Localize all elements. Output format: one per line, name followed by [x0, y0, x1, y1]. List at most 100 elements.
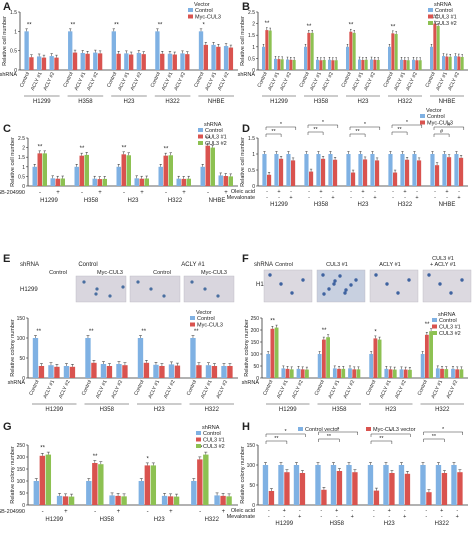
bar — [159, 366, 165, 378]
y-tick-label: 50 — [253, 364, 259, 370]
bar — [426, 492, 432, 505]
legend-swatch — [188, 8, 193, 12]
bar — [285, 368, 290, 378]
bar — [174, 365, 181, 378]
bar — [228, 47, 234, 70]
mevalonate-sign: - — [268, 514, 270, 520]
legend-swatch — [432, 331, 437, 335]
bar — [435, 165, 440, 186]
mevalonate-sign: - — [446, 195, 448, 201]
category-label: Control — [62, 71, 74, 88]
category-label: + — [56, 190, 60, 196]
bar — [173, 496, 180, 505]
bar — [451, 465, 457, 505]
cell-line-label: H1299 — [279, 407, 297, 413]
oleic-sign: - — [299, 508, 301, 514]
bar — [33, 481, 40, 505]
oleic-sign: - — [351, 508, 353, 514]
y-tick-label: 0 — [14, 68, 17, 74]
bar — [391, 33, 395, 70]
cell-line-label: NHBE — [439, 202, 456, 208]
bar — [211, 366, 218, 378]
bracket — [318, 431, 358, 435]
cell-line-label: H358 — [332, 407, 347, 413]
colony-dot — [203, 287, 207, 291]
bar — [373, 490, 380, 505]
image-sub-label: Control — [153, 270, 171, 276]
cell-line-label: H23 — [123, 99, 135, 105]
bracket-mark: * — [280, 122, 283, 128]
bar — [440, 368, 444, 378]
bar — [316, 59, 319, 70]
oleic-sign: - — [456, 508, 458, 514]
bar — [321, 158, 326, 186]
category-label: ACLY #2 — [405, 71, 419, 91]
significance-mark: ** — [206, 137, 211, 143]
bar — [56, 495, 63, 505]
colony-dot — [460, 278, 464, 282]
category-label: + — [140, 190, 144, 196]
legend-entry: Control — [427, 114, 445, 120]
category-label: ACLY #2 — [291, 379, 305, 399]
cell-line-label: H358 — [314, 202, 329, 208]
bar — [430, 154, 435, 186]
bar — [398, 465, 405, 505]
bar — [109, 495, 115, 505]
bar — [292, 60, 296, 70]
bar — [144, 465, 151, 505]
category-label: Control — [341, 71, 353, 88]
cell-line-label: H322 — [168, 198, 183, 204]
bar — [369, 354, 374, 378]
mevalonate-sign: - — [362, 195, 364, 201]
row-label: shRNA — [8, 380, 26, 386]
bar — [291, 160, 296, 186]
y-tick-label: 2 — [22, 146, 25, 152]
colony-dot — [349, 283, 353, 287]
bracket-mark: ** — [313, 127, 318, 133]
category-label: + — [117, 509, 121, 515]
bar — [403, 60, 407, 70]
category-label: ACLY #2 — [343, 379, 357, 399]
bar — [210, 147, 215, 186]
bar — [134, 178, 139, 186]
bracket-mark: ** — [397, 127, 402, 133]
bar — [168, 364, 175, 378]
category-label: ACLY #2 — [163, 379, 177, 399]
mevalonate-sign: + — [415, 195, 418, 201]
colony-dot — [438, 282, 442, 286]
bar — [200, 166, 205, 186]
colony-image — [316, 269, 366, 303]
bar — [205, 365, 212, 378]
bracket-mark: * — [390, 429, 393, 435]
bar — [394, 34, 398, 70]
oleic-sign: - — [416, 189, 418, 195]
category-label: ACLY #1 — [42, 379, 56, 399]
bar — [38, 366, 45, 378]
bar — [223, 46, 229, 70]
oleic-sign: - — [374, 189, 376, 195]
bracket-mark: ** — [432, 434, 437, 440]
bar — [85, 53, 90, 70]
bar — [279, 158, 284, 186]
cell-line-label: NHBE — [208, 99, 225, 105]
oleic-sign: - — [434, 189, 436, 195]
category-label: Control — [28, 379, 40, 396]
image-group-label: Control — [78, 262, 97, 268]
mevalonate-sign: - — [320, 514, 322, 520]
y-tick-label: 1.5 — [248, 33, 255, 39]
category-label: ACLY #2 — [447, 71, 461, 91]
colony-dot — [216, 294, 220, 298]
row-label: Mevalonate — [227, 514, 255, 520]
bar — [197, 459, 203, 505]
category-label: ACLY #2 — [173, 71, 187, 91]
category-label: ACLY #2 — [217, 71, 231, 91]
category-label: ACLY #2 — [58, 379, 72, 399]
significance-mark: ** — [322, 328, 327, 334]
y-axis-label: Relative cell number — [2, 16, 8, 66]
bracket — [265, 133, 282, 137]
mevalonate-sign: - — [278, 195, 280, 201]
category-label: ACLY #2 — [110, 379, 124, 399]
cell-line-label: H1299 — [40, 198, 58, 204]
